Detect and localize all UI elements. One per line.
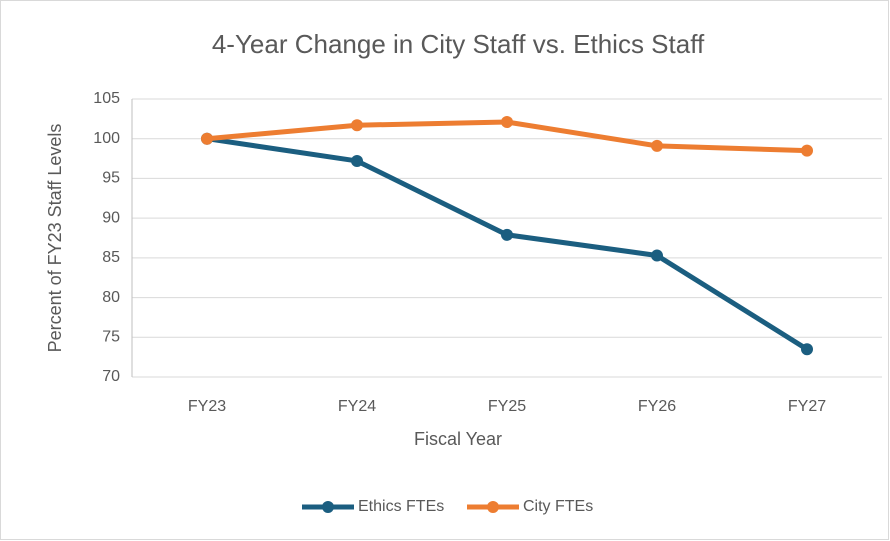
data-point — [651, 249, 663, 262]
data-point — [501, 116, 513, 129]
y-tick-label: 95 — [102, 170, 120, 187]
legend-label: City FTEs — [523, 498, 593, 515]
x-tick-label: FY23 — [188, 398, 226, 415]
y-axis-label: Percent of FY23 Staff Levels — [45, 124, 65, 353]
y-tick-label: 70 — [102, 368, 120, 385]
x-tick-label: FY24 — [338, 398, 376, 415]
legend-marker — [487, 501, 499, 513]
legend-marker — [322, 501, 334, 513]
x-tick-label: FY27 — [788, 398, 826, 415]
y-tick-label: 75 — [102, 329, 120, 346]
data-point — [351, 119, 363, 132]
data-point — [801, 343, 813, 356]
y-tick-label: 90 — [102, 209, 120, 226]
y-tick-label: 85 — [102, 249, 120, 266]
y-tick-label: 100 — [93, 130, 120, 147]
x-tick-label: FY26 — [638, 398, 676, 415]
y-tick-label: 105 — [93, 90, 120, 107]
data-point — [201, 132, 213, 145]
chart-title: 4-Year Change in City Staff vs. Ethics S… — [212, 29, 705, 59]
x-axis-label: Fiscal Year — [414, 429, 502, 449]
data-point — [801, 144, 813, 157]
y-tick-label: 80 — [102, 289, 120, 306]
data-point — [351, 154, 363, 167]
legend-label: Ethics FTEs — [358, 498, 444, 515]
x-tick-label: FY25 — [488, 398, 526, 415]
data-point — [501, 228, 513, 241]
data-point — [651, 139, 663, 152]
